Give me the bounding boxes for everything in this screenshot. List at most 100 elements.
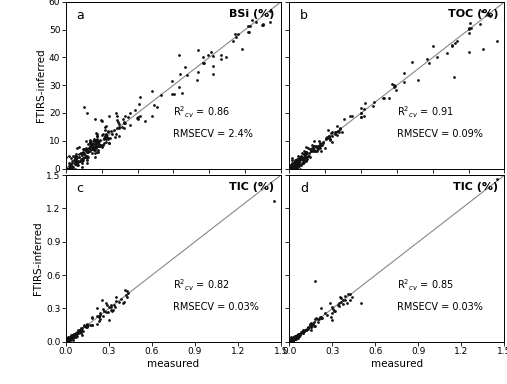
Point xyxy=(65,335,73,341)
Point xyxy=(66,335,75,341)
Point xyxy=(286,337,295,343)
Point xyxy=(63,338,71,344)
Point xyxy=(301,151,309,157)
Point xyxy=(68,336,76,342)
Point xyxy=(68,166,76,172)
Point xyxy=(193,77,201,83)
Point xyxy=(82,146,90,152)
Point xyxy=(96,312,104,318)
Point xyxy=(63,338,71,344)
Point xyxy=(331,308,339,314)
Point xyxy=(88,150,96,156)
Point xyxy=(245,29,254,35)
Point xyxy=(93,133,101,139)
Point xyxy=(67,333,75,339)
Point xyxy=(92,143,100,149)
Point xyxy=(87,141,95,147)
Point xyxy=(251,20,260,26)
Point xyxy=(78,152,86,158)
Point xyxy=(71,331,80,337)
Point xyxy=(299,159,307,166)
Point xyxy=(318,142,326,148)
Point xyxy=(82,137,90,144)
Point xyxy=(289,336,297,343)
Point xyxy=(326,136,334,142)
Point xyxy=(333,123,341,129)
Point xyxy=(71,159,79,166)
Point xyxy=(83,159,91,166)
Point xyxy=(102,122,110,129)
Point xyxy=(63,166,71,172)
Point xyxy=(288,336,297,342)
Point xyxy=(92,130,100,136)
Point xyxy=(414,76,422,83)
Point xyxy=(293,162,301,168)
Point xyxy=(292,166,300,172)
Point xyxy=(175,84,184,90)
Point xyxy=(327,130,335,136)
Point xyxy=(311,323,319,329)
Point xyxy=(323,134,331,140)
Point xyxy=(285,338,294,344)
Point xyxy=(62,338,70,344)
Point xyxy=(443,50,451,56)
Point xyxy=(340,116,348,122)
Point xyxy=(311,278,319,284)
Point xyxy=(96,137,104,143)
Point xyxy=(64,337,73,343)
Point xyxy=(113,113,121,119)
Point xyxy=(299,328,307,334)
Point xyxy=(291,336,299,342)
Point xyxy=(293,162,301,168)
Point xyxy=(66,336,75,343)
Point xyxy=(74,330,82,336)
Point xyxy=(89,144,97,151)
Point xyxy=(64,334,72,341)
Point xyxy=(293,156,301,162)
Point xyxy=(115,132,123,139)
Point xyxy=(92,141,100,147)
Point xyxy=(307,324,315,330)
Point xyxy=(294,332,302,338)
Point xyxy=(72,331,80,337)
Point xyxy=(288,157,297,164)
Point xyxy=(74,158,82,164)
Point xyxy=(65,161,74,167)
Point xyxy=(95,313,103,319)
Point xyxy=(115,121,123,127)
Point xyxy=(291,334,299,340)
Point xyxy=(153,104,161,110)
Point xyxy=(63,339,71,345)
Point xyxy=(289,165,297,171)
Point xyxy=(70,332,79,338)
Point xyxy=(113,125,121,131)
Point xyxy=(83,153,91,159)
Point xyxy=(101,134,109,141)
Point xyxy=(270,198,278,204)
Point xyxy=(314,146,322,152)
Point xyxy=(319,140,327,146)
Point xyxy=(83,322,91,328)
Point xyxy=(62,338,70,344)
Point xyxy=(110,302,118,308)
Point xyxy=(299,155,307,161)
Point xyxy=(325,133,334,139)
Text: a: a xyxy=(77,8,84,22)
Point xyxy=(107,128,116,134)
Point xyxy=(266,18,274,25)
Point xyxy=(292,334,300,340)
Point xyxy=(294,331,302,338)
Point xyxy=(295,161,303,167)
Point xyxy=(287,337,295,343)
Point xyxy=(291,335,299,341)
Point xyxy=(95,318,103,324)
Point xyxy=(102,139,110,145)
Point xyxy=(95,143,103,149)
Point xyxy=(303,156,311,162)
Point xyxy=(304,324,312,331)
Point xyxy=(76,159,84,165)
Point xyxy=(119,116,127,122)
Point xyxy=(286,339,295,345)
Point xyxy=(360,100,369,106)
Point xyxy=(331,129,339,136)
